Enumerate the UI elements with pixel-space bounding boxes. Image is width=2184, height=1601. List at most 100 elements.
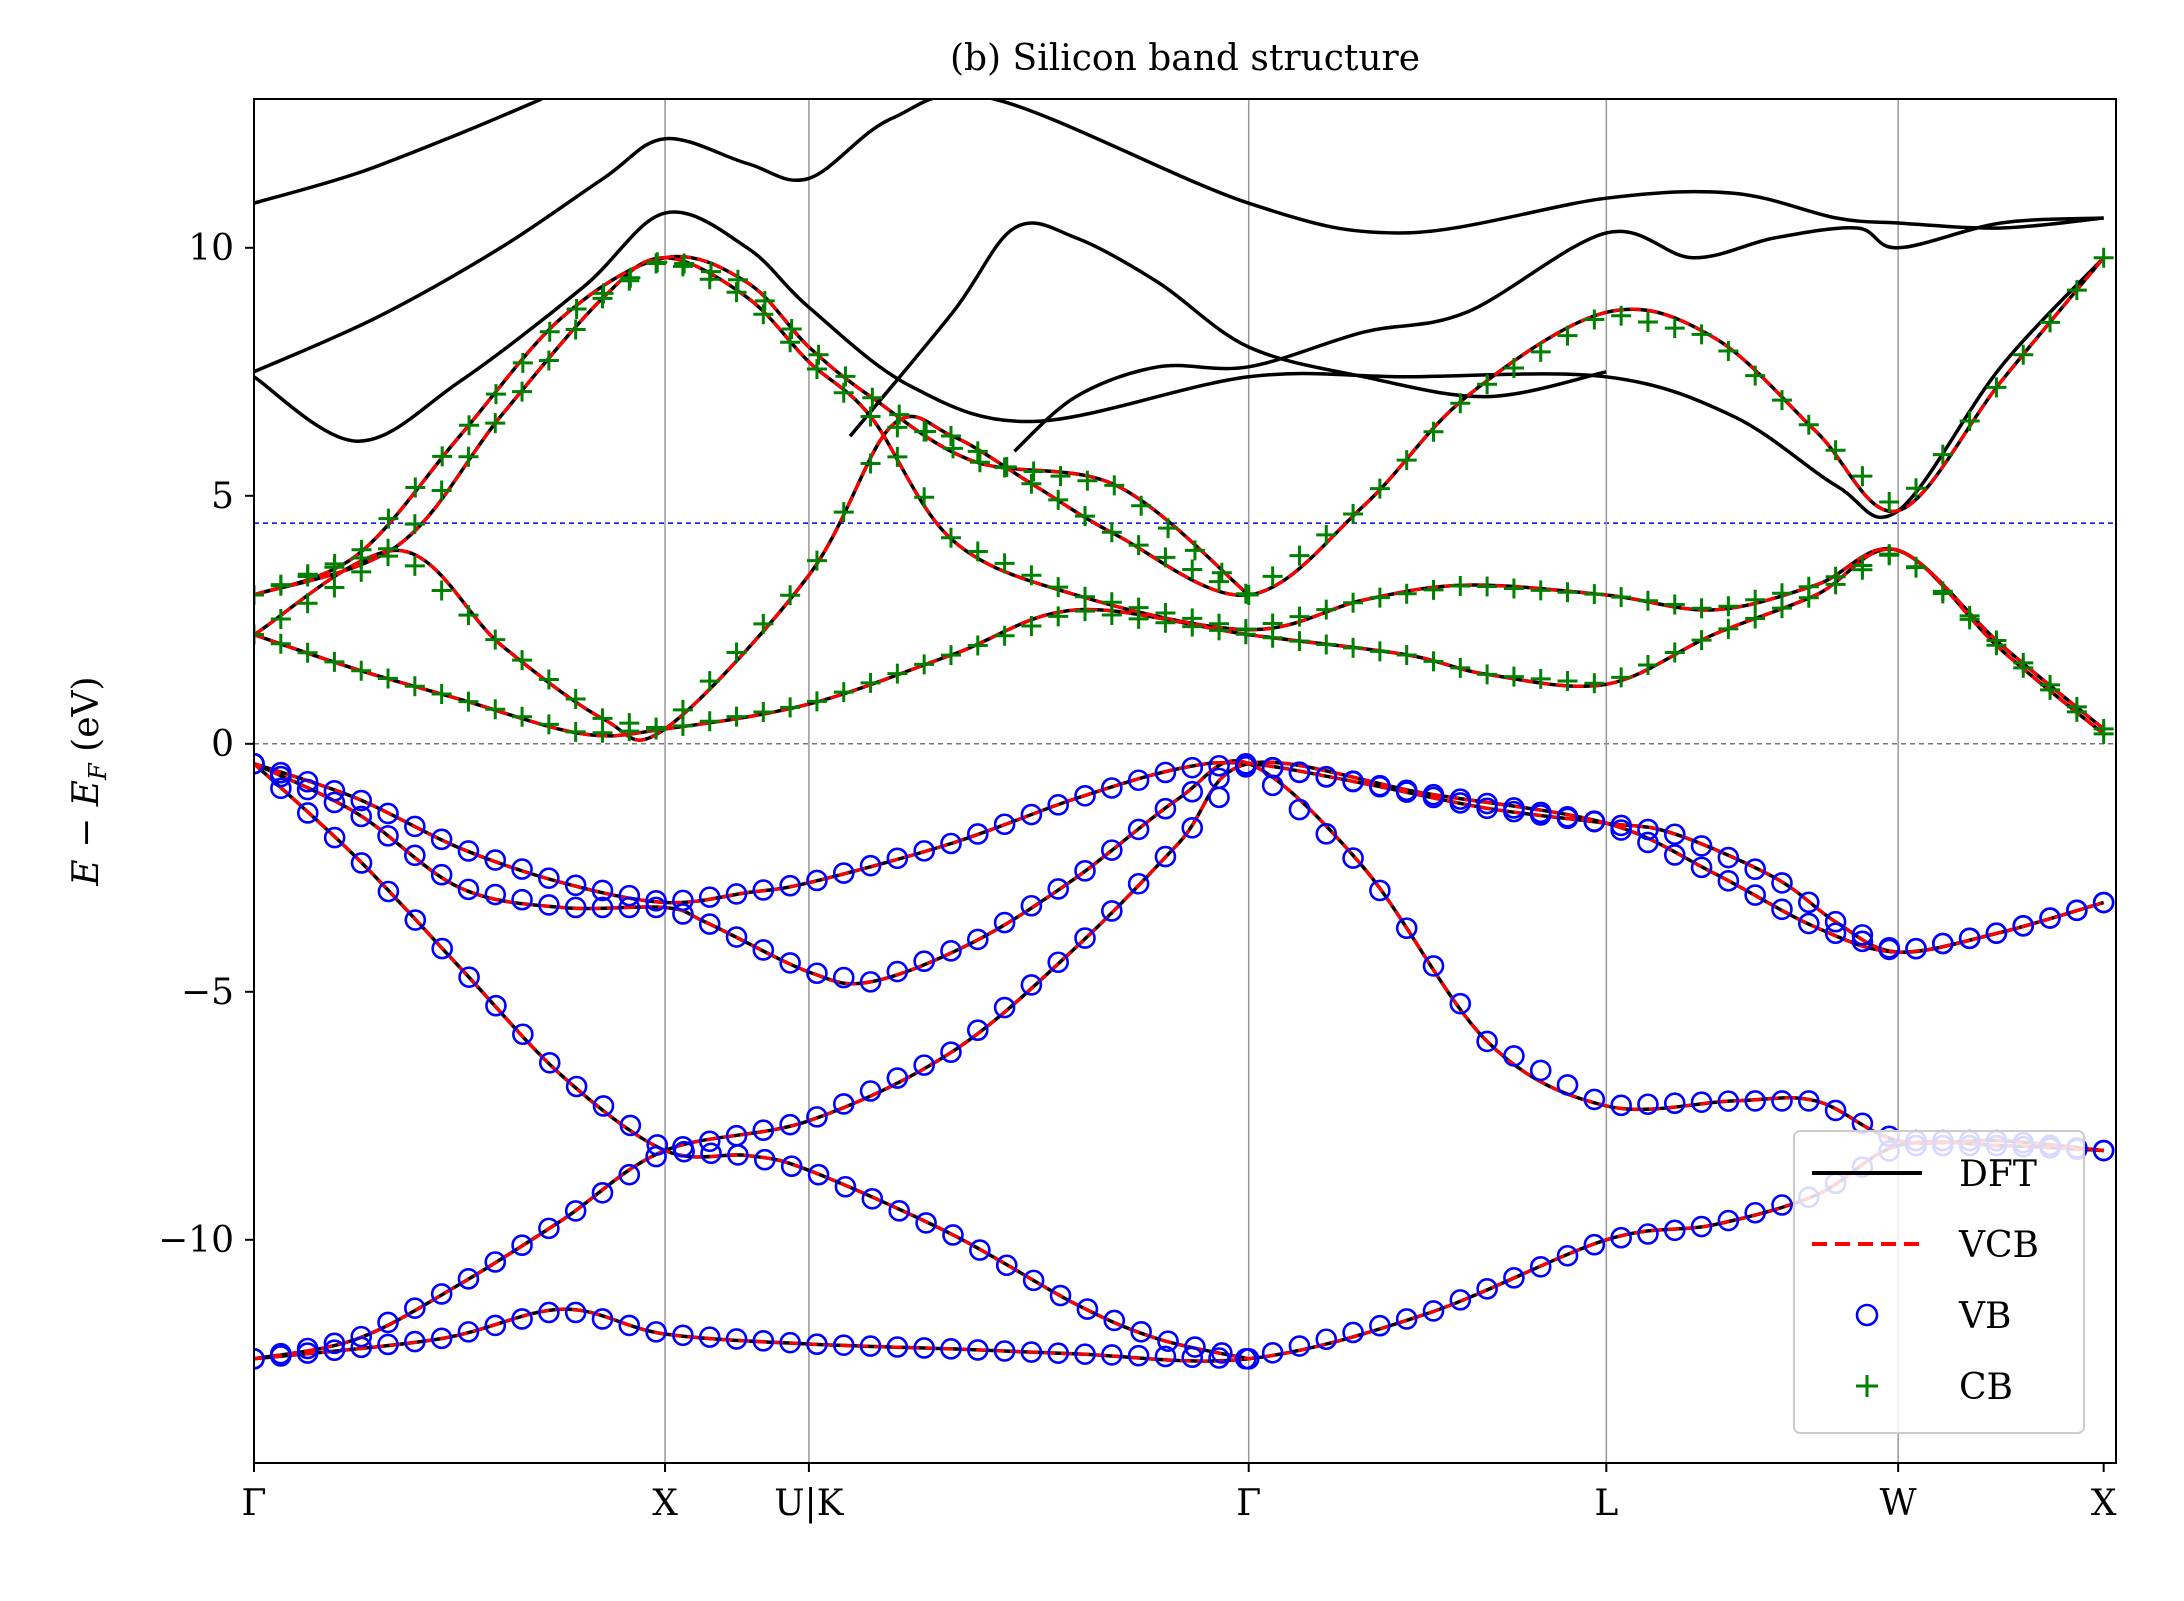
cb-marker (835, 366, 856, 387)
cb-marker (887, 417, 908, 438)
cb-marker (1450, 657, 1471, 678)
cb-marker (1316, 634, 1337, 655)
cb-marker (1718, 618, 1739, 639)
vb-marker (886, 847, 909, 870)
cb-marker (1289, 631, 1310, 652)
cb-marker (566, 298, 587, 319)
vb-marker (1395, 1308, 1418, 1330)
cb-marker (2093, 718, 2114, 739)
vcb-band-3 (254, 762, 1250, 1361)
cb-marker (1557, 671, 1578, 692)
vb-marker (2092, 1139, 2115, 1162)
vb-marker (538, 1301, 560, 1324)
vb-marker (1744, 858, 1766, 880)
vb-marker (485, 994, 507, 1017)
vb-marker (404, 1330, 426, 1353)
cb-marker (1048, 577, 1069, 598)
cb-marker (1477, 664, 1498, 685)
cb-marker (1262, 613, 1283, 634)
cb-marker (351, 660, 372, 681)
vb-marker (2092, 891, 2115, 914)
vb-marker (511, 1308, 533, 1330)
vb-marker (832, 1334, 855, 1356)
dft-band-9 (254, 210, 2105, 519)
cb-marker (254, 585, 264, 605)
vb-marker (1369, 1314, 1391, 1337)
legend-swatch-vb (1855, 1303, 1879, 1327)
vb-marker (672, 889, 694, 912)
vb-marker (538, 867, 560, 889)
cb-marker (620, 267, 641, 288)
cb-marker (431, 480, 452, 501)
vb-marker (832, 966, 855, 989)
vb-marker (1315, 1328, 1338, 1351)
cb-marker (1557, 325, 1578, 346)
vb-marker (698, 886, 721, 908)
vb-marker (1020, 1341, 1043, 1363)
legend-label-vcb: VCB (1958, 1225, 2039, 1266)
vb-marker (940, 940, 962, 962)
cb-marker (940, 645, 961, 666)
cb-marker (1050, 466, 1071, 487)
vb-marker (698, 1326, 721, 1348)
cb-marker (1396, 583, 1417, 604)
cb-marker (967, 635, 988, 656)
vb-marker (1154, 1345, 1177, 1368)
cb-marker (324, 577, 345, 598)
cb-marker (512, 650, 533, 671)
cb-marker (726, 706, 747, 727)
cb-marker (2040, 674, 2061, 695)
cb-marker (1104, 475, 1125, 496)
cb-marker (2066, 696, 2087, 717)
y-axis-label-ef: E (66, 780, 107, 807)
y-tick-label: 0 (211, 724, 234, 765)
cb-marker (1745, 608, 1766, 629)
cb-marker (862, 387, 883, 408)
vb-marker (1101, 900, 1123, 922)
legend-label-dft: DFT (1959, 1154, 2037, 1195)
vb-marker (1074, 860, 1096, 882)
cb-marker (1477, 374, 1498, 395)
vb-marker (859, 971, 882, 993)
cb-marker (860, 672, 881, 693)
vb-marker (1076, 1298, 1099, 1320)
cb-marker (1637, 654, 1658, 675)
cb-marker (1343, 592, 1364, 613)
vb-marker (913, 840, 935, 862)
cb-marker (1235, 619, 1256, 640)
cb-marker (996, 456, 1017, 477)
vb-marker (806, 1106, 828, 1128)
vb-marker (806, 869, 828, 892)
vb-marker (484, 883, 507, 906)
vb-marker (779, 952, 801, 974)
vb-marker (1181, 1346, 1204, 1369)
vb-marker (484, 1251, 507, 1273)
vb-marker (565, 1075, 588, 1098)
cb-marker (1691, 598, 1712, 619)
vb-marker (2066, 899, 2088, 922)
x-tick-label: W (1880, 1483, 1917, 1524)
cb-marker (1637, 590, 1658, 611)
vb-marker (1288, 1335, 1311, 1357)
vb-marker (618, 884, 641, 907)
vb-marker (1130, 1320, 1152, 1343)
vb-marker (431, 937, 453, 960)
cb-marker (833, 382, 854, 403)
y-axis-label-unit: (eV) (66, 676, 107, 763)
y-tick-label: 10 (188, 228, 234, 269)
cb-marker (2013, 344, 2034, 365)
cb-marker (699, 671, 720, 692)
vb-marker (538, 1217, 560, 1240)
vb-marker (1851, 930, 1874, 953)
cb-marker (1986, 377, 2007, 398)
vcb-band-6 (254, 256, 2105, 742)
vb-marker (270, 761, 292, 784)
vb-marker (1503, 1267, 1525, 1289)
vb-marker (1637, 818, 1659, 841)
x-tick-label: U|K (774, 1483, 844, 1524)
cb-marker (1021, 565, 1042, 586)
cb-marker (1825, 440, 1846, 461)
vb-marker (350, 1336, 373, 1359)
vb-marker (323, 791, 346, 814)
vb-marker (1824, 910, 1847, 933)
